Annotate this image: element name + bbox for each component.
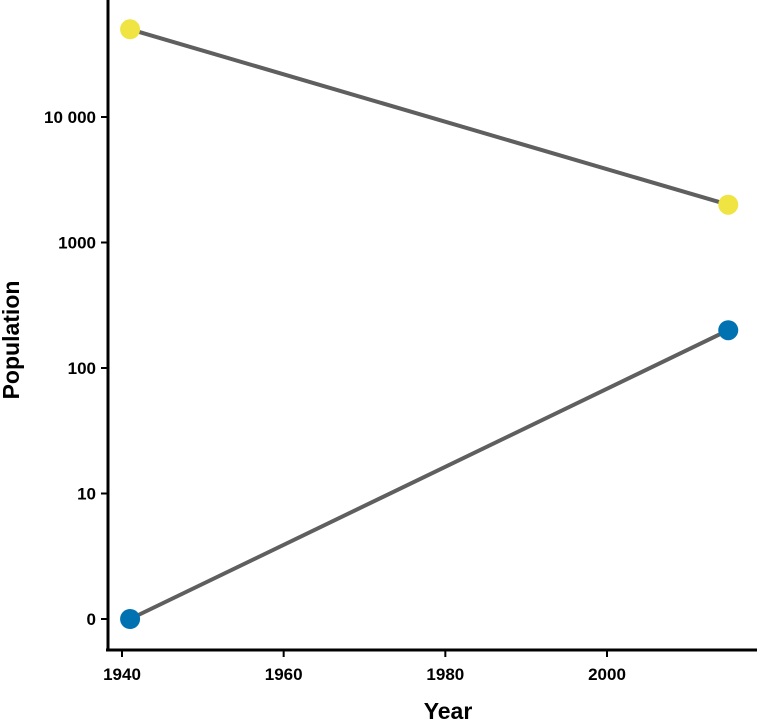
data-point-series-2 bbox=[718, 320, 739, 341]
y-tick-label: 10 000 bbox=[44, 108, 96, 127]
x-tick-label: 1940 bbox=[103, 665, 141, 684]
y-tick-label: 10 bbox=[77, 485, 96, 504]
x-axis-title: Year bbox=[424, 698, 473, 721]
series-line-1 bbox=[128, 27, 731, 207]
x-tick-label: 1960 bbox=[265, 665, 303, 684]
y-tick-label: 1000 bbox=[58, 234, 96, 253]
data-point-series-2 bbox=[120, 609, 141, 629]
data-point-series-1 bbox=[718, 194, 739, 215]
y-axis-title: Population bbox=[0, 281, 24, 400]
y-tick-label: 0 bbox=[87, 610, 96, 629]
data-point-series-1 bbox=[120, 19, 141, 40]
plot-area bbox=[120, 19, 739, 629]
x-axis-ticks: 1940 1960 1980 2000 bbox=[103, 650, 626, 684]
x-tick-label: 1980 bbox=[426, 665, 464, 684]
series-line-2 bbox=[128, 328, 731, 621]
y-axis-ticks: 0 10 100 1000 10 000 bbox=[44, 108, 108, 629]
x-tick-label: 2000 bbox=[588, 665, 626, 684]
y-tick-label: 100 bbox=[68, 359, 96, 378]
